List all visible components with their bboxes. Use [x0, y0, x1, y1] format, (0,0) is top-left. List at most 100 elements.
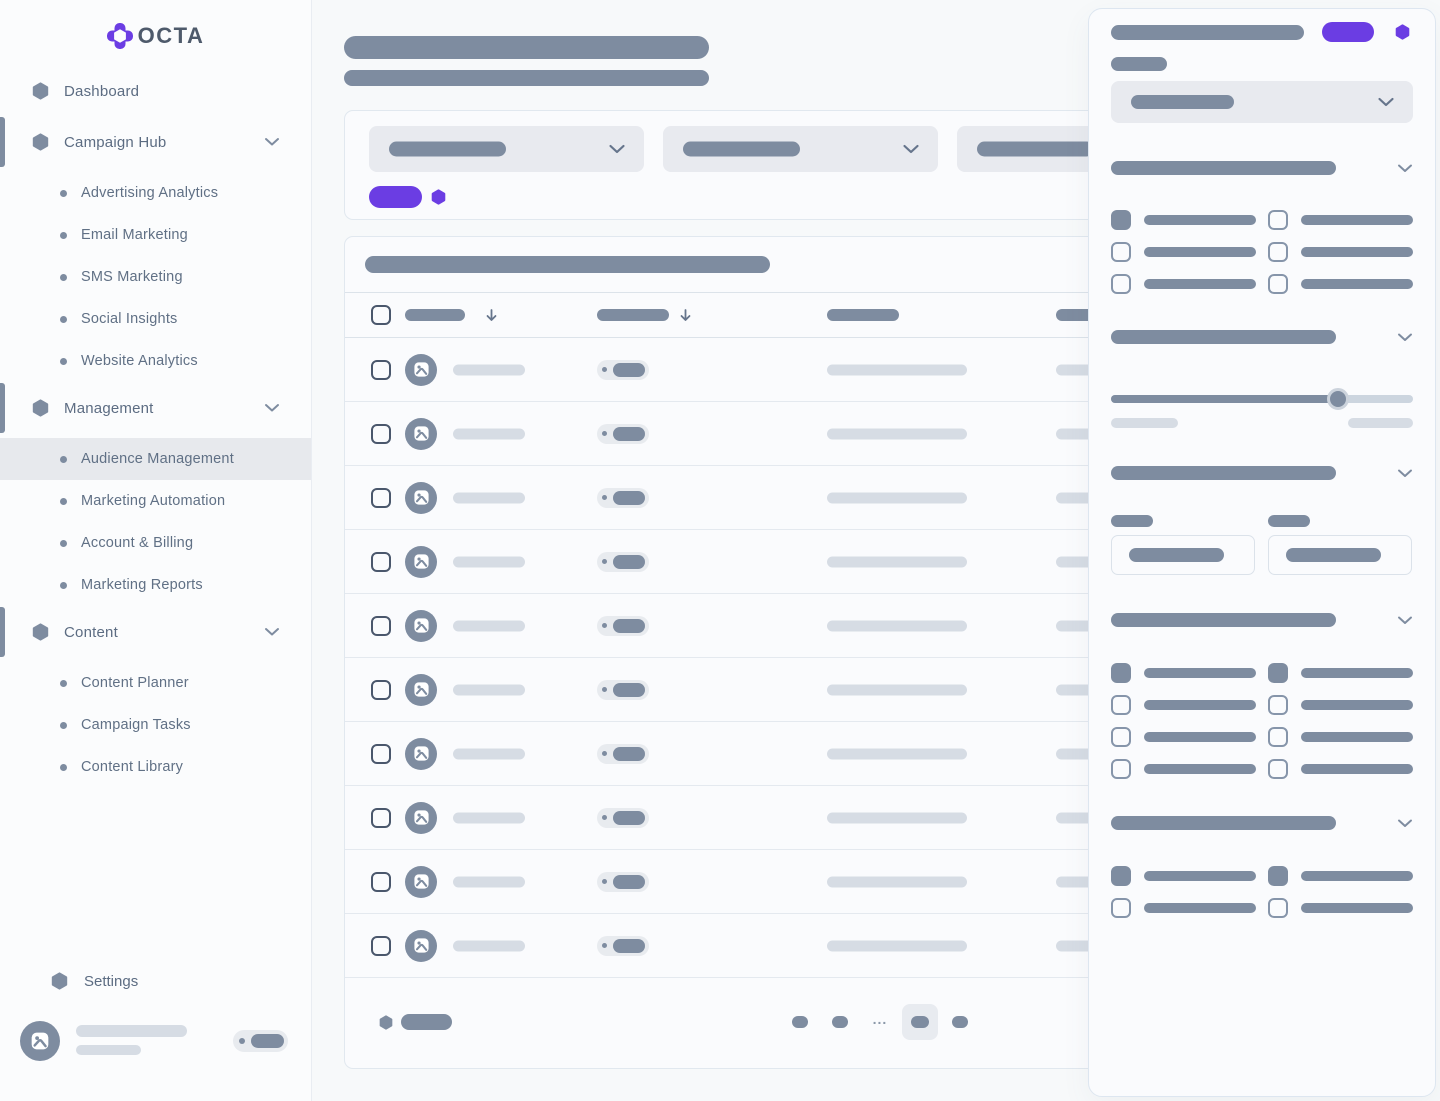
- row-checkbox[interactable]: [371, 807, 391, 828]
- user-plan-badge[interactable]: [233, 1030, 288, 1052]
- filter-checkbox-item[interactable]: [1111, 274, 1256, 294]
- checkbox[interactable]: [1111, 695, 1131, 715]
- panel-section-toggle-3[interactable]: [1111, 464, 1413, 482]
- bullet-icon: [60, 231, 67, 239]
- checkbox[interactable]: [1111, 727, 1131, 747]
- row-checkbox[interactable]: [371, 615, 391, 636]
- filter-checkbox-item[interactable]: [1268, 274, 1413, 294]
- sidebar-item-website-analytics[interactable]: Website Analytics: [0, 340, 311, 382]
- filter-checkbox-item[interactable]: [1268, 663, 1413, 683]
- panel-section-toggle-5[interactable]: [1111, 814, 1413, 832]
- pagination-summary-skeleton: [401, 1014, 452, 1030]
- sidebar-item-marketing-reports[interactable]: Marketing Reports: [0, 564, 311, 606]
- filter-checkbox-item[interactable]: [1268, 695, 1413, 715]
- filter-checkbox-item[interactable]: [1111, 759, 1256, 779]
- sidebar-item-sms-marketing[interactable]: SMS Marketing: [0, 256, 311, 298]
- panel-section-toggle-4[interactable]: [1111, 611, 1413, 629]
- badge-bar-skeleton: [613, 682, 645, 697]
- filter-checkbox-item[interactable]: [1268, 242, 1413, 262]
- filter-checkbox-item[interactable]: [1111, 695, 1256, 715]
- panel-section-toggle-2[interactable]: [1111, 328, 1413, 346]
- row-checkbox[interactable]: [371, 423, 391, 444]
- checkbox[interactable]: [1111, 274, 1131, 294]
- row-checkbox[interactable]: [371, 487, 391, 508]
- checkbox[interactable]: [1111, 242, 1131, 262]
- panel-apply-button[interactable]: [1322, 22, 1374, 42]
- filter-checkbox-item[interactable]: [1268, 210, 1413, 230]
- panel-dropdown[interactable]: [1111, 81, 1413, 123]
- sidebar-item-social-insights[interactable]: Social Insights: [0, 298, 311, 340]
- checkbox[interactable]: [1268, 727, 1288, 747]
- select-all-checkbox[interactable]: [371, 305, 391, 325]
- sidebar-item-advertising-analytics[interactable]: Advertising Analytics: [0, 172, 311, 214]
- filter-checkbox-item[interactable]: [1268, 727, 1413, 747]
- sidebar-item-dashboard[interactable]: Dashboard: [0, 71, 311, 111]
- page-button[interactable]: [952, 1016, 968, 1028]
- row-checkbox[interactable]: [371, 871, 391, 892]
- filter-checkbox-item[interactable]: [1111, 242, 1256, 262]
- checkbox[interactable]: [1268, 695, 1288, 715]
- sort-desc-icon[interactable]: [485, 308, 498, 322]
- checkbox[interactable]: [1268, 898, 1288, 918]
- filter-checkbox-item[interactable]: [1268, 898, 1413, 918]
- sidebar-item-audience-management[interactable]: Audience Management: [0, 438, 311, 480]
- page-button-active[interactable]: [902, 1004, 938, 1040]
- sidebar-item-marketing-automation[interactable]: Marketing Automation: [0, 480, 311, 522]
- filter-checkbox-item[interactable]: [1268, 866, 1413, 886]
- max-value-input[interactable]: [1268, 535, 1412, 575]
- user-card[interactable]: [0, 1020, 310, 1062]
- row-checkbox[interactable]: [371, 935, 391, 956]
- checkbox-checked[interactable]: [1111, 210, 1131, 230]
- checkbox-checked[interactable]: [1111, 663, 1131, 683]
- page-button[interactable]: [832, 1016, 848, 1028]
- sidebar-item-content-planner[interactable]: Content Planner: [0, 662, 311, 704]
- row-checkbox[interactable]: [371, 359, 391, 380]
- sort-desc-icon[interactable]: [679, 308, 692, 322]
- page-button[interactable]: [792, 1016, 808, 1028]
- row-name-skeleton: [453, 876, 525, 887]
- min-value-input[interactable]: [1111, 535, 1255, 575]
- checkbox-checked[interactable]: [1268, 866, 1288, 886]
- row-checkbox[interactable]: [371, 679, 391, 700]
- apply-filter-button[interactable]: [369, 186, 422, 208]
- checkbox[interactable]: [1268, 242, 1288, 262]
- checkbox[interactable]: [1268, 274, 1288, 294]
- checkbox[interactable]: [1111, 759, 1131, 779]
- slider-thumb[interactable]: [1326, 388, 1349, 410]
- row-name-skeleton: [453, 556, 525, 567]
- sidebar-item-content[interactable]: Content: [0, 607, 311, 657]
- checkbox-checked[interactable]: [1268, 663, 1288, 683]
- slider-labels: [1111, 418, 1413, 428]
- filter-checkbox-item[interactable]: [1111, 663, 1256, 683]
- sidebar-item-campaign-hub[interactable]: Campaign Hub: [0, 117, 311, 167]
- sidebar-item-settings[interactable]: Settings: [0, 961, 310, 1001]
- sidebar-item-email-marketing[interactable]: Email Marketing: [0, 214, 311, 256]
- sidebar-item-campaign-tasks[interactable]: Campaign Tasks: [0, 704, 311, 746]
- checkbox-label-skeleton: [1144, 903, 1256, 913]
- filter-checkbox-item[interactable]: [1111, 898, 1256, 918]
- filter-dropdown-1[interactable]: [369, 126, 644, 172]
- row-checkbox[interactable]: [371, 551, 391, 572]
- sidebar-item-account-billing[interactable]: Account & Billing: [0, 522, 311, 564]
- row-status-badge: [597, 423, 649, 444]
- sidebar-item-content-library[interactable]: Content Library: [0, 746, 311, 788]
- checkbox-checked[interactable]: [1111, 866, 1131, 886]
- filter-dropdown-2[interactable]: [663, 126, 938, 172]
- badge-bar-skeleton: [613, 618, 645, 633]
- image-icon: [413, 746, 429, 761]
- row-checkbox[interactable]: [371, 743, 391, 764]
- filter-checkbox-item[interactable]: [1268, 759, 1413, 779]
- filter-checkbox-item[interactable]: [1111, 210, 1256, 230]
- chevron-down-icon: [265, 404, 279, 412]
- filter-checkbox-item[interactable]: [1111, 727, 1256, 747]
- row-status-badge: [597, 359, 649, 380]
- panel-section-toggle-1[interactable]: [1111, 159, 1413, 177]
- row-status-badge: [597, 935, 649, 956]
- badge-bar-skeleton: [613, 554, 645, 569]
- checkbox[interactable]: [1268, 759, 1288, 779]
- checkbox[interactable]: [1111, 898, 1131, 918]
- filter-checkbox-item[interactable]: [1111, 866, 1256, 886]
- checkbox[interactable]: [1268, 210, 1288, 230]
- row-avatar: [405, 673, 437, 706]
- sidebar-item-management[interactable]: Management: [0, 383, 311, 433]
